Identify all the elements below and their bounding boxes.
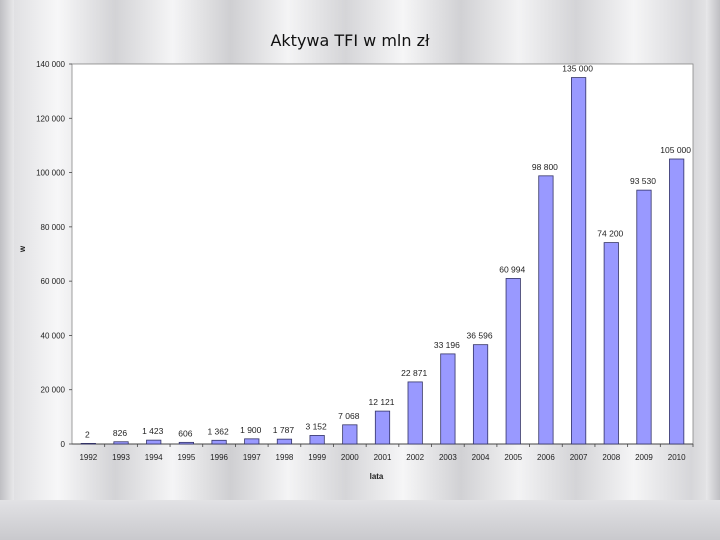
x-tick-label: 1995 — [177, 453, 195, 462]
x-tick-label: 1994 — [145, 453, 163, 462]
x-tick-label: 2005 — [504, 453, 522, 462]
data-label: 135 000 — [562, 64, 593, 74]
x-tick-label: 1996 — [210, 453, 228, 462]
bar — [276, 438, 293, 445]
data-label: 1 787 — [273, 425, 295, 435]
plot-area — [71, 63, 694, 445]
x-tick-label: 1993 — [112, 453, 130, 462]
bar — [113, 441, 129, 445]
x-tick-label: 2000 — [341, 453, 359, 462]
y-tick-label: 0 — [61, 440, 66, 449]
bar — [636, 189, 652, 445]
bars — [80, 77, 685, 445]
bar — [342, 424, 358, 445]
data-label: 98 800 — [532, 162, 558, 172]
bar — [603, 242, 619, 445]
y-tick-label: 60 000 — [41, 277, 66, 286]
data-label: 33 196 — [434, 340, 460, 350]
x-tick-label: 2004 — [472, 453, 490, 462]
bar — [178, 441, 194, 445]
y-tick-label: 80 000 — [41, 223, 66, 232]
data-label: 60 994 — [499, 264, 525, 274]
x-tick-label: 2001 — [374, 453, 392, 462]
data-label: 74 200 — [597, 229, 623, 239]
bar — [571, 77, 587, 445]
data-label: 1 423 — [142, 426, 164, 436]
x-tick-label: 2007 — [570, 453, 588, 462]
data-label: 36 596 — [467, 331, 493, 341]
x-tick-label: 2008 — [602, 453, 620, 462]
bar — [244, 438, 260, 445]
y-tick-labels: 0 20 000 40 000 60 000 80 000 100 000 120 000 1… — [36, 60, 65, 449]
data-labels: 2 826 1 423 606 1 362 1 900 1 787 3 152 7 068 12 … — [85, 64, 691, 440]
y-tick-label: 20 000 — [41, 386, 66, 395]
x-tick-label: 2010 — [668, 453, 686, 462]
bar — [146, 439, 162, 445]
bar — [472, 344, 489, 445]
bar — [440, 353, 456, 445]
x-tick-label: 1997 — [243, 453, 261, 462]
data-label: 12 121 — [369, 397, 395, 407]
x-tick-label: 2002 — [406, 453, 424, 462]
bar — [309, 435, 325, 445]
y-tick-label: 120 000 — [36, 114, 65, 123]
x-tick-label: 1998 — [276, 453, 294, 462]
x-tick-label: 2009 — [635, 453, 653, 462]
data-label: 826 — [113, 428, 127, 438]
axes — [69, 63, 694, 447]
x-tick-labels: 1992 1993 1994 1995 1996 1997 1998 1999 2000 2001… — [79, 453, 686, 462]
bar — [374, 410, 391, 445]
bar — [505, 278, 521, 445]
data-label: 1 362 — [207, 426, 229, 436]
data-label: 3 152 — [305, 421, 327, 431]
data-label: 93 530 — [630, 176, 656, 186]
y-tick-label: 140 000 — [36, 60, 65, 69]
data-label: 606 — [178, 428, 192, 438]
x-axis-label: lata — [370, 472, 384, 481]
data-label: 1 900 — [240, 425, 262, 435]
y-axis-label: w — [18, 245, 27, 253]
y-tick-label: 100 000 — [36, 169, 65, 178]
curtain-left-edge — [0, 0, 14, 540]
bar — [538, 175, 554, 445]
y-tick-label: 40 000 — [41, 331, 66, 340]
data-label: 2 — [85, 429, 90, 439]
data-label: 7 068 — [338, 411, 360, 421]
data-label: 105 000 — [660, 145, 691, 155]
data-label: 22 871 — [401, 368, 427, 378]
curtain-right-edge — [706, 0, 720, 540]
bar — [80, 442, 96, 445]
curtain-floor — [0, 500, 720, 540]
x-tick-label: 2003 — [439, 453, 457, 462]
x-tick-label: 2006 — [537, 453, 555, 462]
bar — [407, 381, 423, 445]
x-tick-label: 1992 — [79, 453, 97, 462]
chart-title: Aktywa TFI w mln zł — [270, 31, 430, 50]
x-tick-label: 1999 — [308, 453, 326, 462]
bar — [669, 158, 685, 445]
bar — [211, 439, 227, 445]
